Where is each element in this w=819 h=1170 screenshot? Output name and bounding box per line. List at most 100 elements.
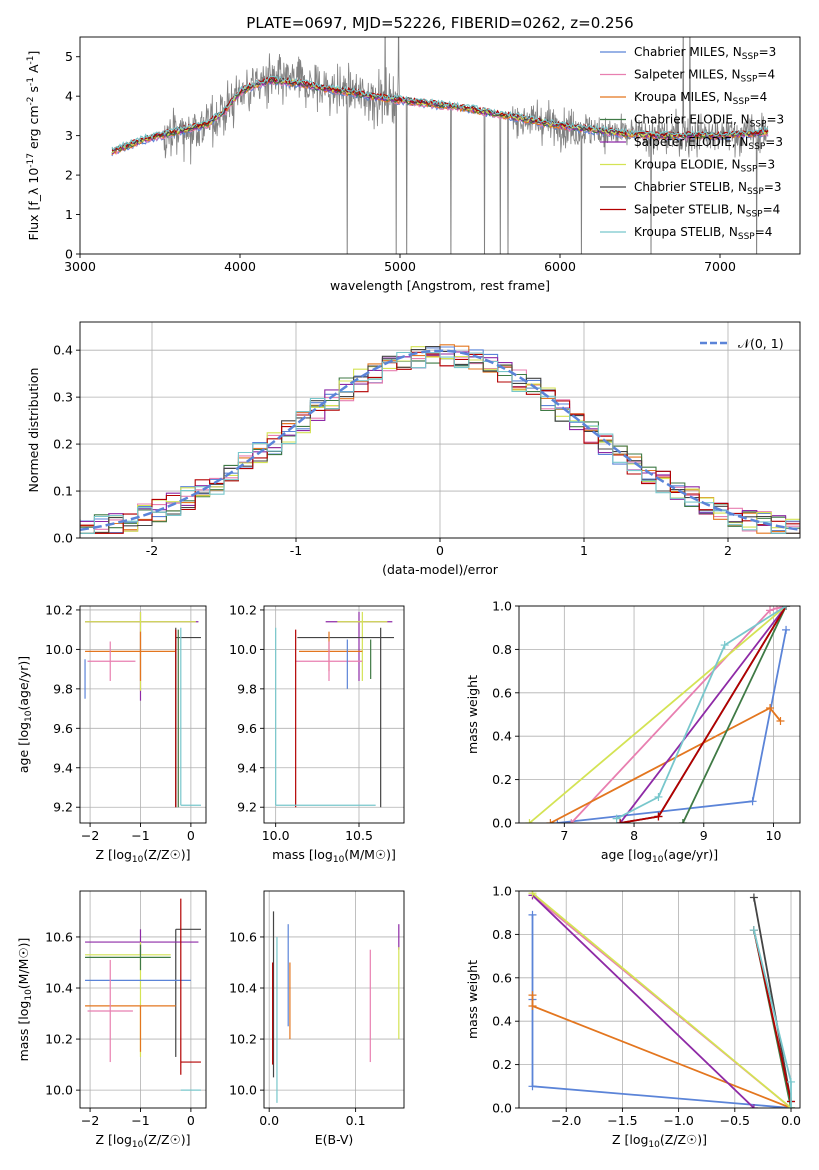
y-tick-label: 0.4 xyxy=(53,343,73,358)
residuals-legend: 𝒩(0, 1) xyxy=(700,336,784,351)
mass-vs-Z-plot-area xyxy=(85,898,201,1091)
x-axis-label: (data-model)/error xyxy=(382,562,499,577)
weight-marker-chabrier_miles xyxy=(748,797,757,806)
weight-line-salpeter_elodie xyxy=(531,894,755,1108)
legend-label: Kroupa ELODIE, NSSP=3 xyxy=(634,158,775,175)
weight-line-kroupa_elodie xyxy=(528,606,787,823)
weight-marker-kroupa_stelib xyxy=(782,606,791,610)
x-tick-label: 0.0 xyxy=(259,1113,279,1128)
spectrum-legend: Chabrier MILES, NSSP=3 Salpeter MILES, NS… xyxy=(600,45,784,242)
weight-marker-kroupa_miles xyxy=(546,819,555,823)
weight-marker-kroupa_stelib xyxy=(720,641,729,650)
axes-frame xyxy=(263,890,405,1109)
axes-frame xyxy=(518,890,801,1109)
y-axis-label: Flux [f_λ 10-17 erg cm-2 s-1 A-1] xyxy=(26,51,41,241)
legend-label: Chabrier ELODIE, NSSP=3 xyxy=(634,113,784,130)
weight-marker-kroupa_stelib xyxy=(787,1077,796,1086)
x-axis-label: Z [log10(Z/Z☉)] xyxy=(95,847,190,865)
y-tick-label: 10.2 xyxy=(229,1032,257,1047)
y-tick-label: 9.2 xyxy=(53,800,73,815)
y-tick-label: 0.8 xyxy=(492,927,512,942)
weight-marker-salpeter_stelib xyxy=(654,812,663,821)
y-axis-label: mass weight xyxy=(465,675,480,754)
mass-vs-ebv-plot-area xyxy=(272,911,400,1103)
weight-marker-kroupa_stelib xyxy=(787,1104,796,1108)
y-axis-label: age [log10(age/yr)] xyxy=(16,656,34,773)
x-tick-label: −2.0 xyxy=(551,1113,581,1128)
weight-vs-Z-plot-area xyxy=(528,891,796,1108)
weight-marker-kroupa_stelib xyxy=(749,926,758,935)
axes-frame xyxy=(79,36,801,255)
weight-marker-chabrier_miles xyxy=(782,625,791,634)
legend-label: Chabrier STELIB, NSSP=3 xyxy=(634,180,782,197)
y-tick-label: 0.2 xyxy=(492,1057,512,1072)
y-tick-label: 10.0 xyxy=(45,642,73,657)
y-tick-label: 0.6 xyxy=(492,970,512,985)
y-tick-label: 9.4 xyxy=(237,760,257,775)
y-tick-label: 9.8 xyxy=(53,681,73,696)
axes-frame xyxy=(263,605,405,824)
y-tick-label: 0 xyxy=(65,247,73,262)
y-tick-label: 9.4 xyxy=(53,760,73,775)
weight-marker-kroupa_miles xyxy=(766,703,775,712)
y-tick-label: 0.1 xyxy=(53,484,73,499)
y-tick-label: 10.6 xyxy=(229,929,257,944)
x-axis-label: Z [log10(Z/Z☉)] xyxy=(612,1132,707,1150)
y-tick-label: 0.2 xyxy=(53,437,73,452)
spectrum-panel: 3000 4000 5000 6000 7000 0 1 2 3 4 5 wavelength [An… xyxy=(26,36,801,293)
x-tick-label: −2 xyxy=(81,1113,99,1128)
x-tick-label: −2 xyxy=(81,828,99,843)
weight-marker-chabrier_miles xyxy=(528,1082,537,1091)
y-tick-label: 2 xyxy=(65,168,73,183)
weight-marker-kroupa_miles xyxy=(776,717,785,726)
weight-marker-salpeter_stelib xyxy=(616,819,625,823)
x-tick-label: 2 xyxy=(724,543,732,558)
x-tick-label: 5000 xyxy=(384,259,416,274)
x-tick-label: −1.5 xyxy=(607,1113,637,1128)
y-tick-label: 10.0 xyxy=(229,642,257,657)
weight-vs-age-panel: 7 8 9 10 0.0 0.2 0.4 0.6 0.8 1.0 age [log10(age/yr… xyxy=(465,599,801,865)
weight-marker-salpeter_elodie xyxy=(749,1104,758,1108)
y-tick-label: 10.0 xyxy=(45,1083,73,1098)
age-vs-Z-panel: −2 −1 0 9.2 9.4 9.6 9.8 10.0 10.2 Z [log10(Z/Z☉)]… xyxy=(16,602,207,865)
legend-label: Chabrier MILES, NSSP=3 xyxy=(634,45,776,62)
y-tick-label: 0.8 xyxy=(492,642,512,657)
weight-marker-kroupa_stelib xyxy=(612,814,621,823)
y-tick-label: 0.3 xyxy=(53,390,73,405)
y-tick-label: 9.2 xyxy=(237,800,257,815)
age-vs-Z-plot-area xyxy=(84,611,201,808)
weight-marker-kroupa_stelib xyxy=(654,792,663,801)
y-tick-label: 0.4 xyxy=(492,729,512,744)
y-tick-label: 10.0 xyxy=(229,1083,257,1098)
legend-label: Salpeter MILES, NSSP=4 xyxy=(634,68,775,85)
legend-label: Salpeter ELODIE, NSSP=3 xyxy=(634,135,783,152)
axes-frame xyxy=(79,605,207,824)
x-tick-label: 10.5 xyxy=(345,828,373,843)
y-tick-label: 3 xyxy=(65,128,73,143)
x-axis-label: age [log10(age/yr)] xyxy=(601,847,718,865)
age-vs-mass-plot-area xyxy=(275,611,394,808)
y-tick-label: 5 xyxy=(65,49,73,64)
y-tick-label: 10.6 xyxy=(45,929,73,944)
weight-marker-salpeter_miles xyxy=(766,606,775,615)
mass-vs-ebv-panel: 0.0 0.1 10.0 10.2 10.4 10.6 E(B-V) xyxy=(229,890,405,1147)
x-tick-label: 6000 xyxy=(544,259,576,274)
weight-line-kroupa_elodie xyxy=(531,892,792,1108)
weight-line-chabrier_miles xyxy=(531,914,792,1108)
figure-title: PLATE=0697, MJD=52226, FIBERID=0262, z=0… xyxy=(246,14,633,32)
y-tick-label: 9.6 xyxy=(237,721,257,736)
legend-label: Kroupa STELIB, NSSP=4 xyxy=(634,225,772,242)
x-tick-label: 7 xyxy=(560,828,568,843)
x-tick-label: 8 xyxy=(630,828,638,843)
model-line-chabrier_elodie xyxy=(111,78,769,154)
residuals-panel: -2 -1 0 1 2 0.0 0.1 0.2 0.3 0.4 (data-model)/error… xyxy=(26,321,801,577)
weight-marker-kroupa_miles xyxy=(528,1002,537,1011)
y-axis-label: mass [log10(M/M☉)] xyxy=(16,938,34,1062)
weight-line-chabrier_elodie xyxy=(682,606,787,823)
x-axis-label: wavelength [Angstrom, rest frame] xyxy=(330,278,550,293)
x-axis-label: mass [log10(M/M☉)] xyxy=(272,847,396,865)
model-line-kroupa_stelib xyxy=(111,75,769,151)
x-tick-label: −1 xyxy=(131,828,149,843)
y-tick-label: 10.2 xyxy=(229,602,257,617)
